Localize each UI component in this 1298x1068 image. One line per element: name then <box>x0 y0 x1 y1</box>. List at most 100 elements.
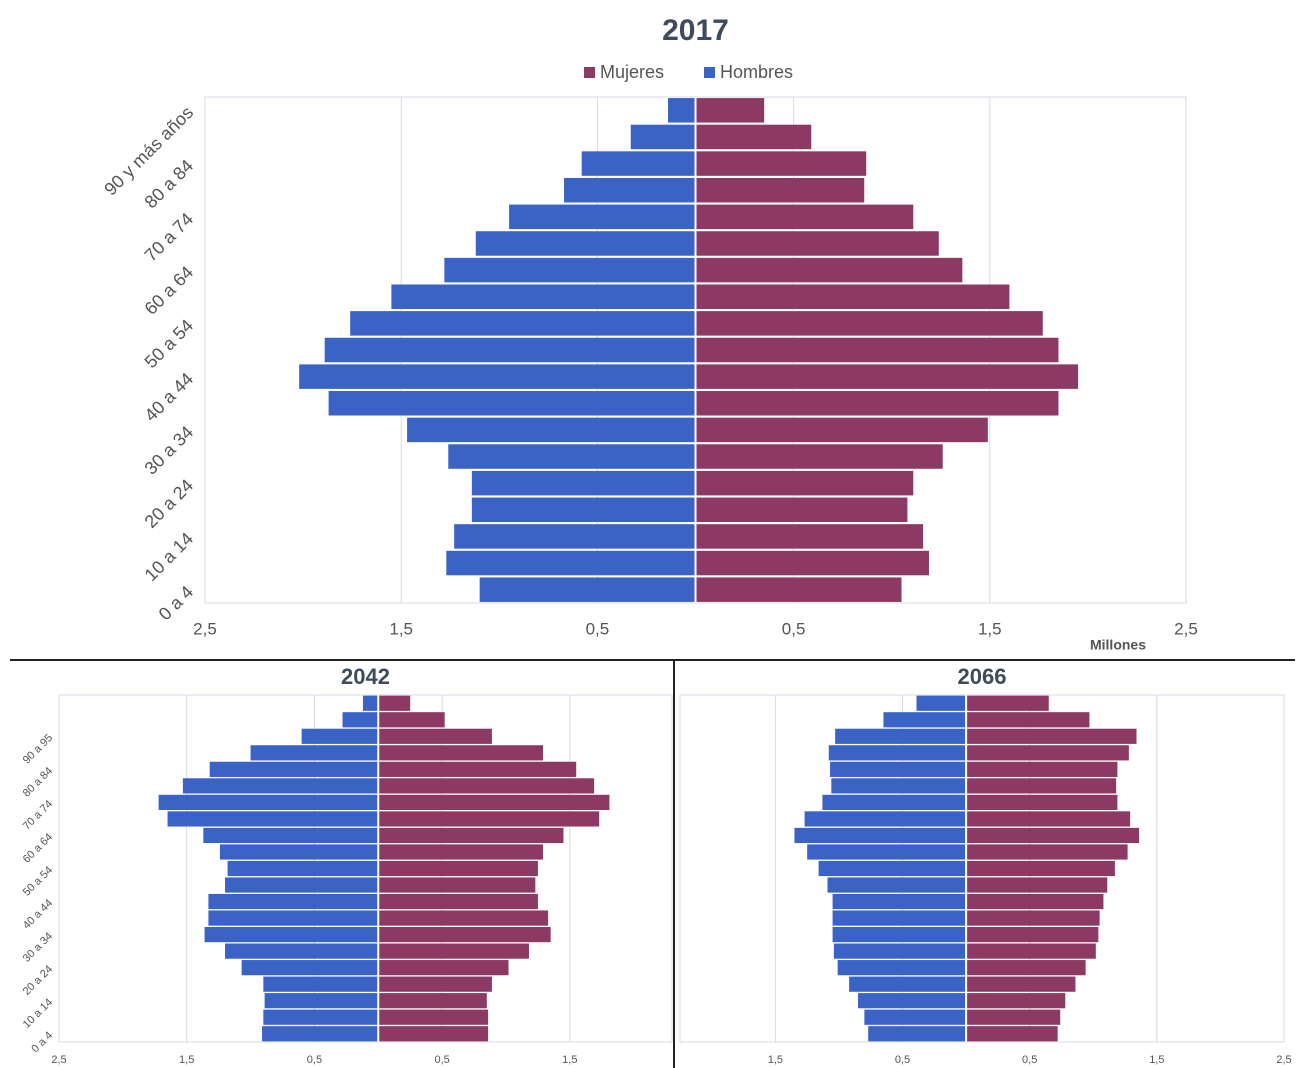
bar <box>378 860 538 877</box>
bar <box>966 1009 1061 1025</box>
legend-label: Hombres <box>720 62 793 82</box>
bar <box>446 550 696 576</box>
bar <box>454 524 696 549</box>
bar <box>378 993 487 1009</box>
bar <box>695 337 1059 363</box>
bar <box>695 444 943 469</box>
bar <box>444 257 696 283</box>
bar <box>966 960 1086 976</box>
x-tick-label: 0,5 <box>1022 1054 1037 1066</box>
bar <box>966 728 1137 744</box>
bar <box>695 124 812 150</box>
y-tick-label: 20 a 24 <box>141 475 198 532</box>
chart-title: 2066 <box>958 664 1007 689</box>
bar <box>324 337 696 363</box>
bar <box>794 827 967 844</box>
bar <box>204 926 379 943</box>
bar <box>849 976 967 992</box>
bar <box>378 960 509 976</box>
bar <box>564 177 696 203</box>
bar <box>864 1009 967 1025</box>
bar <box>378 712 445 728</box>
y-tick-label: 60 a 64 <box>21 831 55 865</box>
bar <box>966 860 1115 877</box>
bar <box>378 811 600 827</box>
bar <box>833 943 967 959</box>
y-tick-label: 0 a 4 <box>29 1029 55 1055</box>
bar <box>822 794 967 811</box>
x-tick-label: 1,5 <box>1149 1054 1164 1066</box>
bar <box>695 470 914 496</box>
bar <box>264 993 379 1009</box>
bar <box>883 712 967 728</box>
bar <box>695 364 1079 389</box>
y-tick-label: 30 a 34 <box>21 930 55 964</box>
bar <box>407 417 696 443</box>
bar <box>830 761 967 777</box>
bar <box>966 745 1129 761</box>
bar <box>966 761 1118 777</box>
bar <box>831 778 967 794</box>
y-tick-label: 50 a 54 <box>141 315 198 372</box>
bar <box>695 284 1010 309</box>
bar <box>378 761 577 777</box>
bar <box>225 943 379 959</box>
x-tick-label: 0,5 <box>586 619 610 638</box>
bar <box>695 177 865 203</box>
bar <box>858 993 967 1009</box>
bar <box>695 98 765 123</box>
bar <box>868 1026 967 1042</box>
bar <box>695 391 1059 416</box>
bar <box>509 204 696 230</box>
bar <box>475 231 696 256</box>
chart-title: 2042 <box>341 664 390 689</box>
x-tick-label: 1,5 <box>978 619 1002 638</box>
bar <box>263 1009 379 1025</box>
bar <box>695 577 902 602</box>
y-tick-label: 10 a 14 <box>141 528 198 585</box>
x-tick-label: 1,5 <box>768 1054 783 1066</box>
bar <box>378 926 551 943</box>
bar <box>804 811 967 827</box>
bar <box>208 893 379 910</box>
bar <box>378 877 536 893</box>
bar <box>630 124 696 150</box>
bar <box>966 695 1049 711</box>
bar <box>378 844 544 860</box>
bar <box>966 877 1108 893</box>
bar <box>695 311 1043 336</box>
y-tick-label: 40 a 44 <box>141 369 198 426</box>
bar <box>828 745 967 761</box>
x-tick-label: 2,5 <box>1174 619 1198 638</box>
bar <box>835 728 967 744</box>
bar <box>263 976 379 992</box>
bar <box>378 943 529 959</box>
y-tick-label: 20 a 24 <box>21 963 55 997</box>
bar <box>167 811 379 827</box>
bar <box>182 778 379 794</box>
bar <box>479 577 696 602</box>
bar <box>818 860 967 877</box>
bar <box>695 550 929 576</box>
bar <box>966 993 1066 1009</box>
bar <box>966 827 1140 844</box>
bar <box>966 910 1100 926</box>
bar <box>668 98 696 123</box>
bar <box>342 712 379 728</box>
bar <box>966 712 1090 728</box>
x-tick-label: 0,5 <box>307 1054 322 1066</box>
y-tick-label: 70 a 74 <box>141 209 198 266</box>
bar <box>966 1026 1058 1042</box>
bar <box>448 444 696 469</box>
bar <box>966 926 1099 943</box>
bar <box>695 497 908 523</box>
y-tick-label: 50 a 54 <box>21 864 55 898</box>
bar <box>219 844 379 860</box>
y-tick-label: 10 a 14 <box>21 996 55 1030</box>
bar <box>391 284 696 309</box>
bar <box>158 794 379 811</box>
bar <box>299 364 696 389</box>
bar <box>832 910 967 926</box>
bar <box>837 960 967 976</box>
y-tick-label: 90 a 95 <box>21 732 55 766</box>
